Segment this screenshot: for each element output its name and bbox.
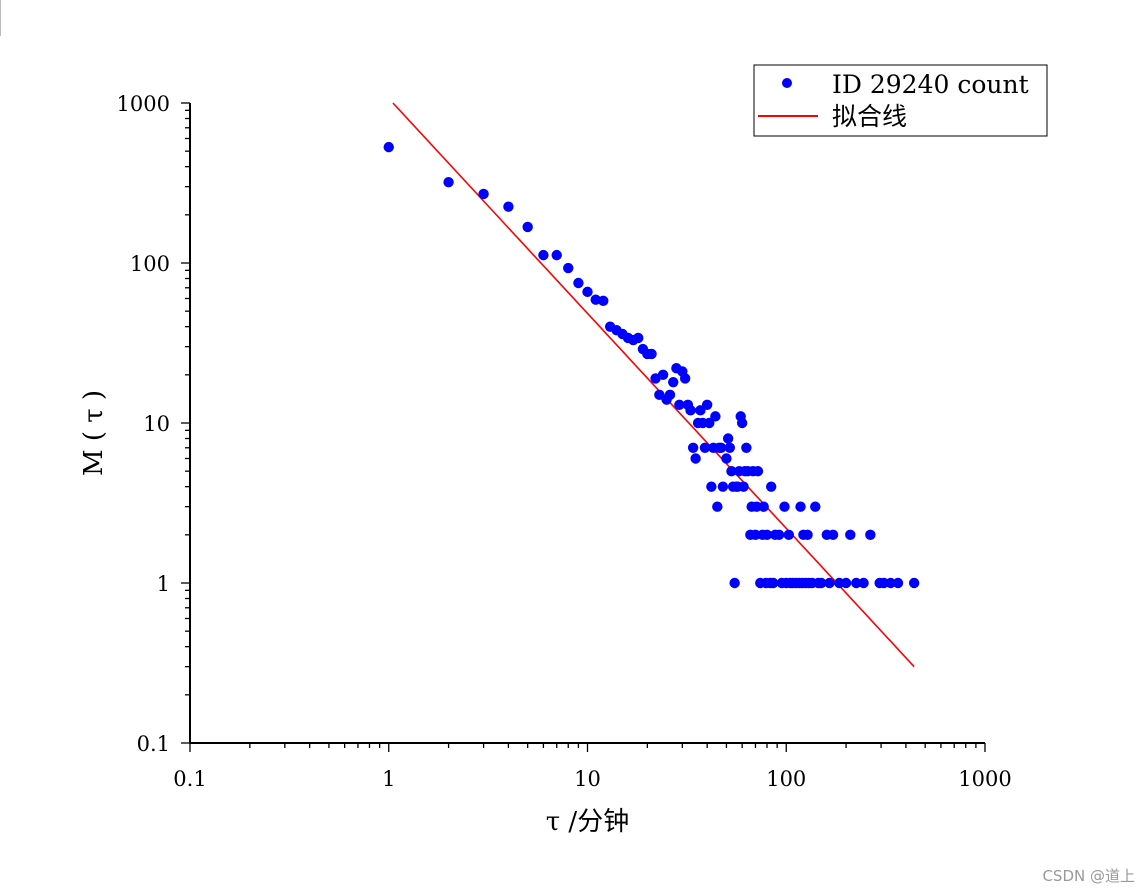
data-point (715, 442, 727, 453)
legend: ID 29240 count 拟合线 (753, 64, 1048, 137)
legend-marker-scatter (782, 78, 792, 88)
x-tick-label: 10 (574, 767, 601, 791)
data-point (741, 442, 752, 453)
y-axis-title: M ( τ ) (79, 390, 109, 476)
data-point (768, 577, 779, 589)
data-point (758, 501, 769, 512)
data-point (538, 249, 549, 261)
data-point (783, 529, 795, 541)
data-point (773, 529, 785, 541)
x-tick-label: 0.1 (173, 767, 206, 791)
data-point (478, 188, 489, 200)
data-point (752, 465, 764, 477)
data-point (827, 529, 839, 541)
data-point (722, 433, 734, 444)
data-point (657, 369, 669, 381)
data-point (802, 529, 813, 541)
data-point (816, 577, 827, 589)
data-point (908, 577, 920, 589)
x-tick-label: 1000 (958, 767, 1011, 791)
data-point (892, 577, 904, 589)
data-point (710, 411, 721, 422)
data-point (443, 176, 454, 188)
y-tick-label: 1000 (117, 92, 170, 116)
data-point (865, 529, 876, 541)
data-point (766, 481, 777, 492)
data-point (383, 141, 394, 153)
y-tick-label: 0.1 (137, 732, 170, 756)
data-point (761, 529, 773, 541)
data-point (729, 577, 740, 589)
data-point (563, 262, 574, 274)
data-point (551, 249, 562, 261)
x-tick-label: 1 (382, 767, 395, 791)
data-point (664, 389, 676, 401)
data-point (633, 332, 644, 344)
x-axis-title: τ /分钟 (546, 807, 629, 837)
legend-box (753, 64, 1048, 137)
data-point (573, 277, 584, 289)
data-point (858, 577, 869, 589)
data-point (795, 501, 806, 512)
data-point (810, 501, 821, 512)
data-point (712, 501, 723, 512)
data-point (690, 453, 701, 464)
data-point (706, 481, 717, 492)
data-point (668, 376, 679, 388)
window-edge-mark (0, 0, 4, 36)
watermark: CSDN @道上 (1042, 867, 1135, 885)
legend-label-scatter: ID 29240 count (832, 70, 1029, 99)
data-point (679, 373, 691, 384)
data-point (701, 399, 713, 410)
data-point (704, 417, 715, 429)
data-point (674, 399, 685, 410)
data-point (646, 348, 657, 360)
legend-label-line: 拟合线 (832, 102, 907, 131)
data-point (851, 577, 862, 589)
data-point (738, 481, 749, 492)
data-point (717, 481, 729, 492)
y-tick-label: 100 (130, 252, 170, 276)
data-point (685, 405, 696, 416)
data-point (824, 577, 835, 589)
data-point (840, 577, 852, 589)
data-point (687, 442, 699, 453)
data-point (699, 442, 711, 453)
axes: 0.1 1 10 100 1000 0.1 1 10 100 1000 (117, 92, 1012, 791)
x-tick-label: 100 (766, 767, 806, 791)
data-point (726, 465, 737, 477)
data-point (885, 577, 896, 589)
data-point (721, 453, 732, 464)
data-point (779, 501, 790, 512)
data-point (598, 295, 609, 307)
data-point (845, 529, 856, 541)
data-point (724, 442, 736, 453)
y-tick-label: 10 (143, 412, 170, 436)
data-point (503, 201, 514, 212)
data-point (582, 286, 593, 298)
data-point (522, 221, 533, 233)
y-tick-label: 1 (157, 572, 170, 596)
plot-marks (383, 102, 920, 668)
data-point (736, 417, 748, 429)
